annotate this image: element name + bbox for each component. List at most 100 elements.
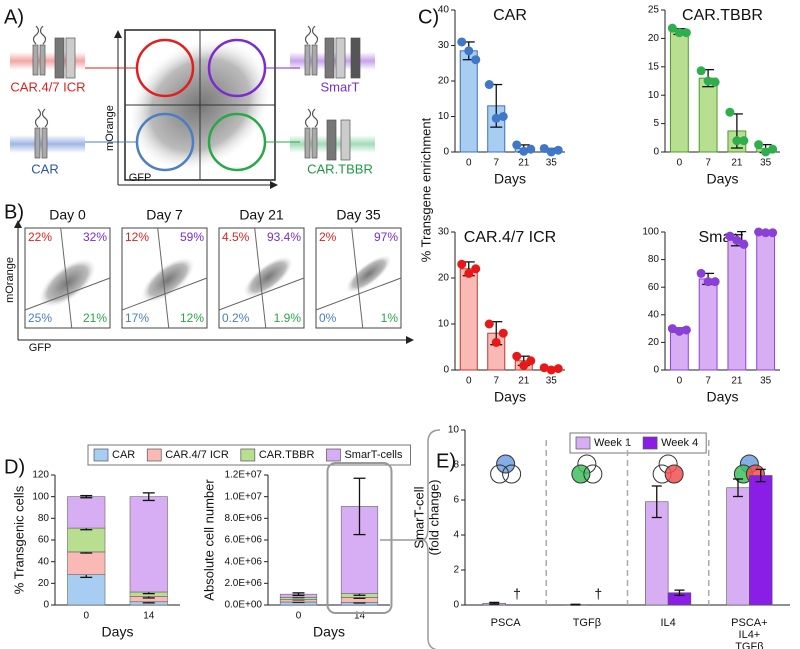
gate-line: [254, 227, 267, 329]
venn-icon: [583, 464, 603, 484]
y-tick-label: 80: [648, 254, 660, 265]
venn-icon: [490, 464, 510, 484]
data-point: [484, 80, 494, 90]
flow-blob: [345, 255, 392, 293]
y-tick-label: 6: [453, 495, 459, 506]
y-axis-label: Absolute cell number: [201, 479, 216, 601]
data-point: [696, 66, 706, 76]
y-tick-label: 5: [653, 118, 659, 129]
y-tick-label: 100: [642, 227, 659, 238]
x-axis-label: Days: [707, 389, 739, 405]
y-tick-label: 1.2E+07: [224, 470, 262, 481]
y-axis-label: SmarT-cell: [411, 486, 426, 548]
y-tick-label: 8: [453, 460, 459, 471]
y-tick-label: 8.0E+06: [224, 513, 262, 524]
gate-line: [60, 227, 73, 329]
panel-label: B): [4, 201, 24, 223]
legend-swatch: [575, 436, 591, 450]
quadrant-percent: 25%: [28, 311, 52, 325]
venn-icon: [664, 464, 684, 484]
x-axis-label: Days: [707, 171, 739, 187]
legend: CAR CAR.4/7 ICR CAR.TBBR SmarT-cells: [87, 444, 411, 466]
construct-label: SmarT: [321, 79, 360, 94]
x-axis-label: Days: [494, 389, 526, 405]
data-point: [739, 136, 749, 146]
gate-line: [121, 277, 208, 311]
axis-label: GFP: [129, 172, 152, 184]
data-point: [710, 277, 720, 287]
y-tick-label: 60: [648, 282, 660, 293]
x-tick-label: 21: [518, 376, 530, 387]
y-tick-label: 0: [443, 147, 449, 158]
bar: [756, 232, 776, 371]
y-tick-label: 10: [438, 111, 450, 122]
day-label: Day 35: [336, 207, 381, 223]
quadrant-percent: 4.5%: [222, 230, 250, 244]
gate-line: [24, 277, 111, 311]
legend-swatch: [240, 448, 256, 462]
quadrant-percent: 22%: [28, 230, 52, 244]
legend-label: Week 1: [594, 437, 631, 449]
bar-segment: [67, 496, 106, 529]
bar: [749, 475, 773, 606]
x-tick-label: 0: [466, 376, 472, 387]
y-tick-label: 40: [38, 556, 50, 567]
legend-label: CAR.TBBR: [259, 449, 315, 461]
y-tick-label: 30: [438, 40, 450, 51]
chart-title: CAR.4/7 ICR: [464, 229, 556, 246]
data-point: [681, 325, 691, 335]
legend-label: CAR: [112, 449, 135, 461]
legend-frame: [87, 444, 411, 466]
x-tick-label: 35: [760, 158, 772, 169]
y-tick-label: 20: [648, 337, 660, 348]
data-point: [491, 113, 501, 123]
day-label: Day 0: [49, 207, 86, 223]
quadrant-percent: 1.9%: [274, 311, 302, 325]
x-axis-label: Days: [313, 624, 345, 640]
y-axis-label: (fold change): [426, 480, 441, 556]
data-point: [667, 324, 677, 334]
quadrant-percent: 97%: [374, 230, 398, 244]
quadrant-percent: 0.2%: [222, 311, 250, 325]
x-tick-label: 7: [493, 376, 499, 387]
y-tick-label: 0: [653, 147, 659, 158]
data-point: [457, 37, 467, 47]
bar-segment: [129, 496, 168, 593]
y-tick-label: 20: [438, 273, 450, 284]
data-point: [739, 239, 749, 249]
day-label: Day 21: [239, 207, 284, 223]
data-point: [484, 319, 494, 329]
data-point: [471, 55, 481, 65]
data-point: [732, 136, 742, 146]
data-point: [667, 23, 677, 33]
x-tick-label: 35: [546, 158, 558, 169]
construct-label: CAR.TBBR: [307, 161, 373, 176]
y-tick-label: 20: [648, 33, 660, 44]
x-tick-label: TGFβ: [572, 617, 602, 629]
x-tick-label: 0: [83, 611, 89, 622]
bar: [459, 50, 478, 153]
data-point: [539, 143, 549, 153]
quadrant-percent: 0%: [319, 311, 337, 325]
y-tick-label: 40: [648, 309, 660, 320]
venn-icon: [502, 464, 522, 484]
data-point: [546, 365, 556, 375]
y-tick-label: 40: [438, 5, 450, 16]
y-tick-label: 10: [448, 425, 460, 436]
x-tick-label: IL4: [660, 617, 676, 629]
quadrant-percent: 59%: [180, 230, 204, 244]
legend-swatch: [146, 448, 162, 462]
y-tick-label: 0: [653, 365, 659, 376]
quadrant-percent: 2%: [319, 230, 337, 244]
annotation: †: [594, 586, 602, 602]
data-point: [703, 277, 713, 287]
data-point: [519, 360, 529, 370]
data-point: [681, 28, 691, 38]
y-tick-label: 20: [38, 578, 50, 589]
legend-frame: [569, 432, 707, 454]
quadrant-percent: 21%: [83, 311, 107, 325]
axis-label: mOrange: [104, 105, 116, 151]
x-tick-label: 7: [705, 158, 711, 169]
